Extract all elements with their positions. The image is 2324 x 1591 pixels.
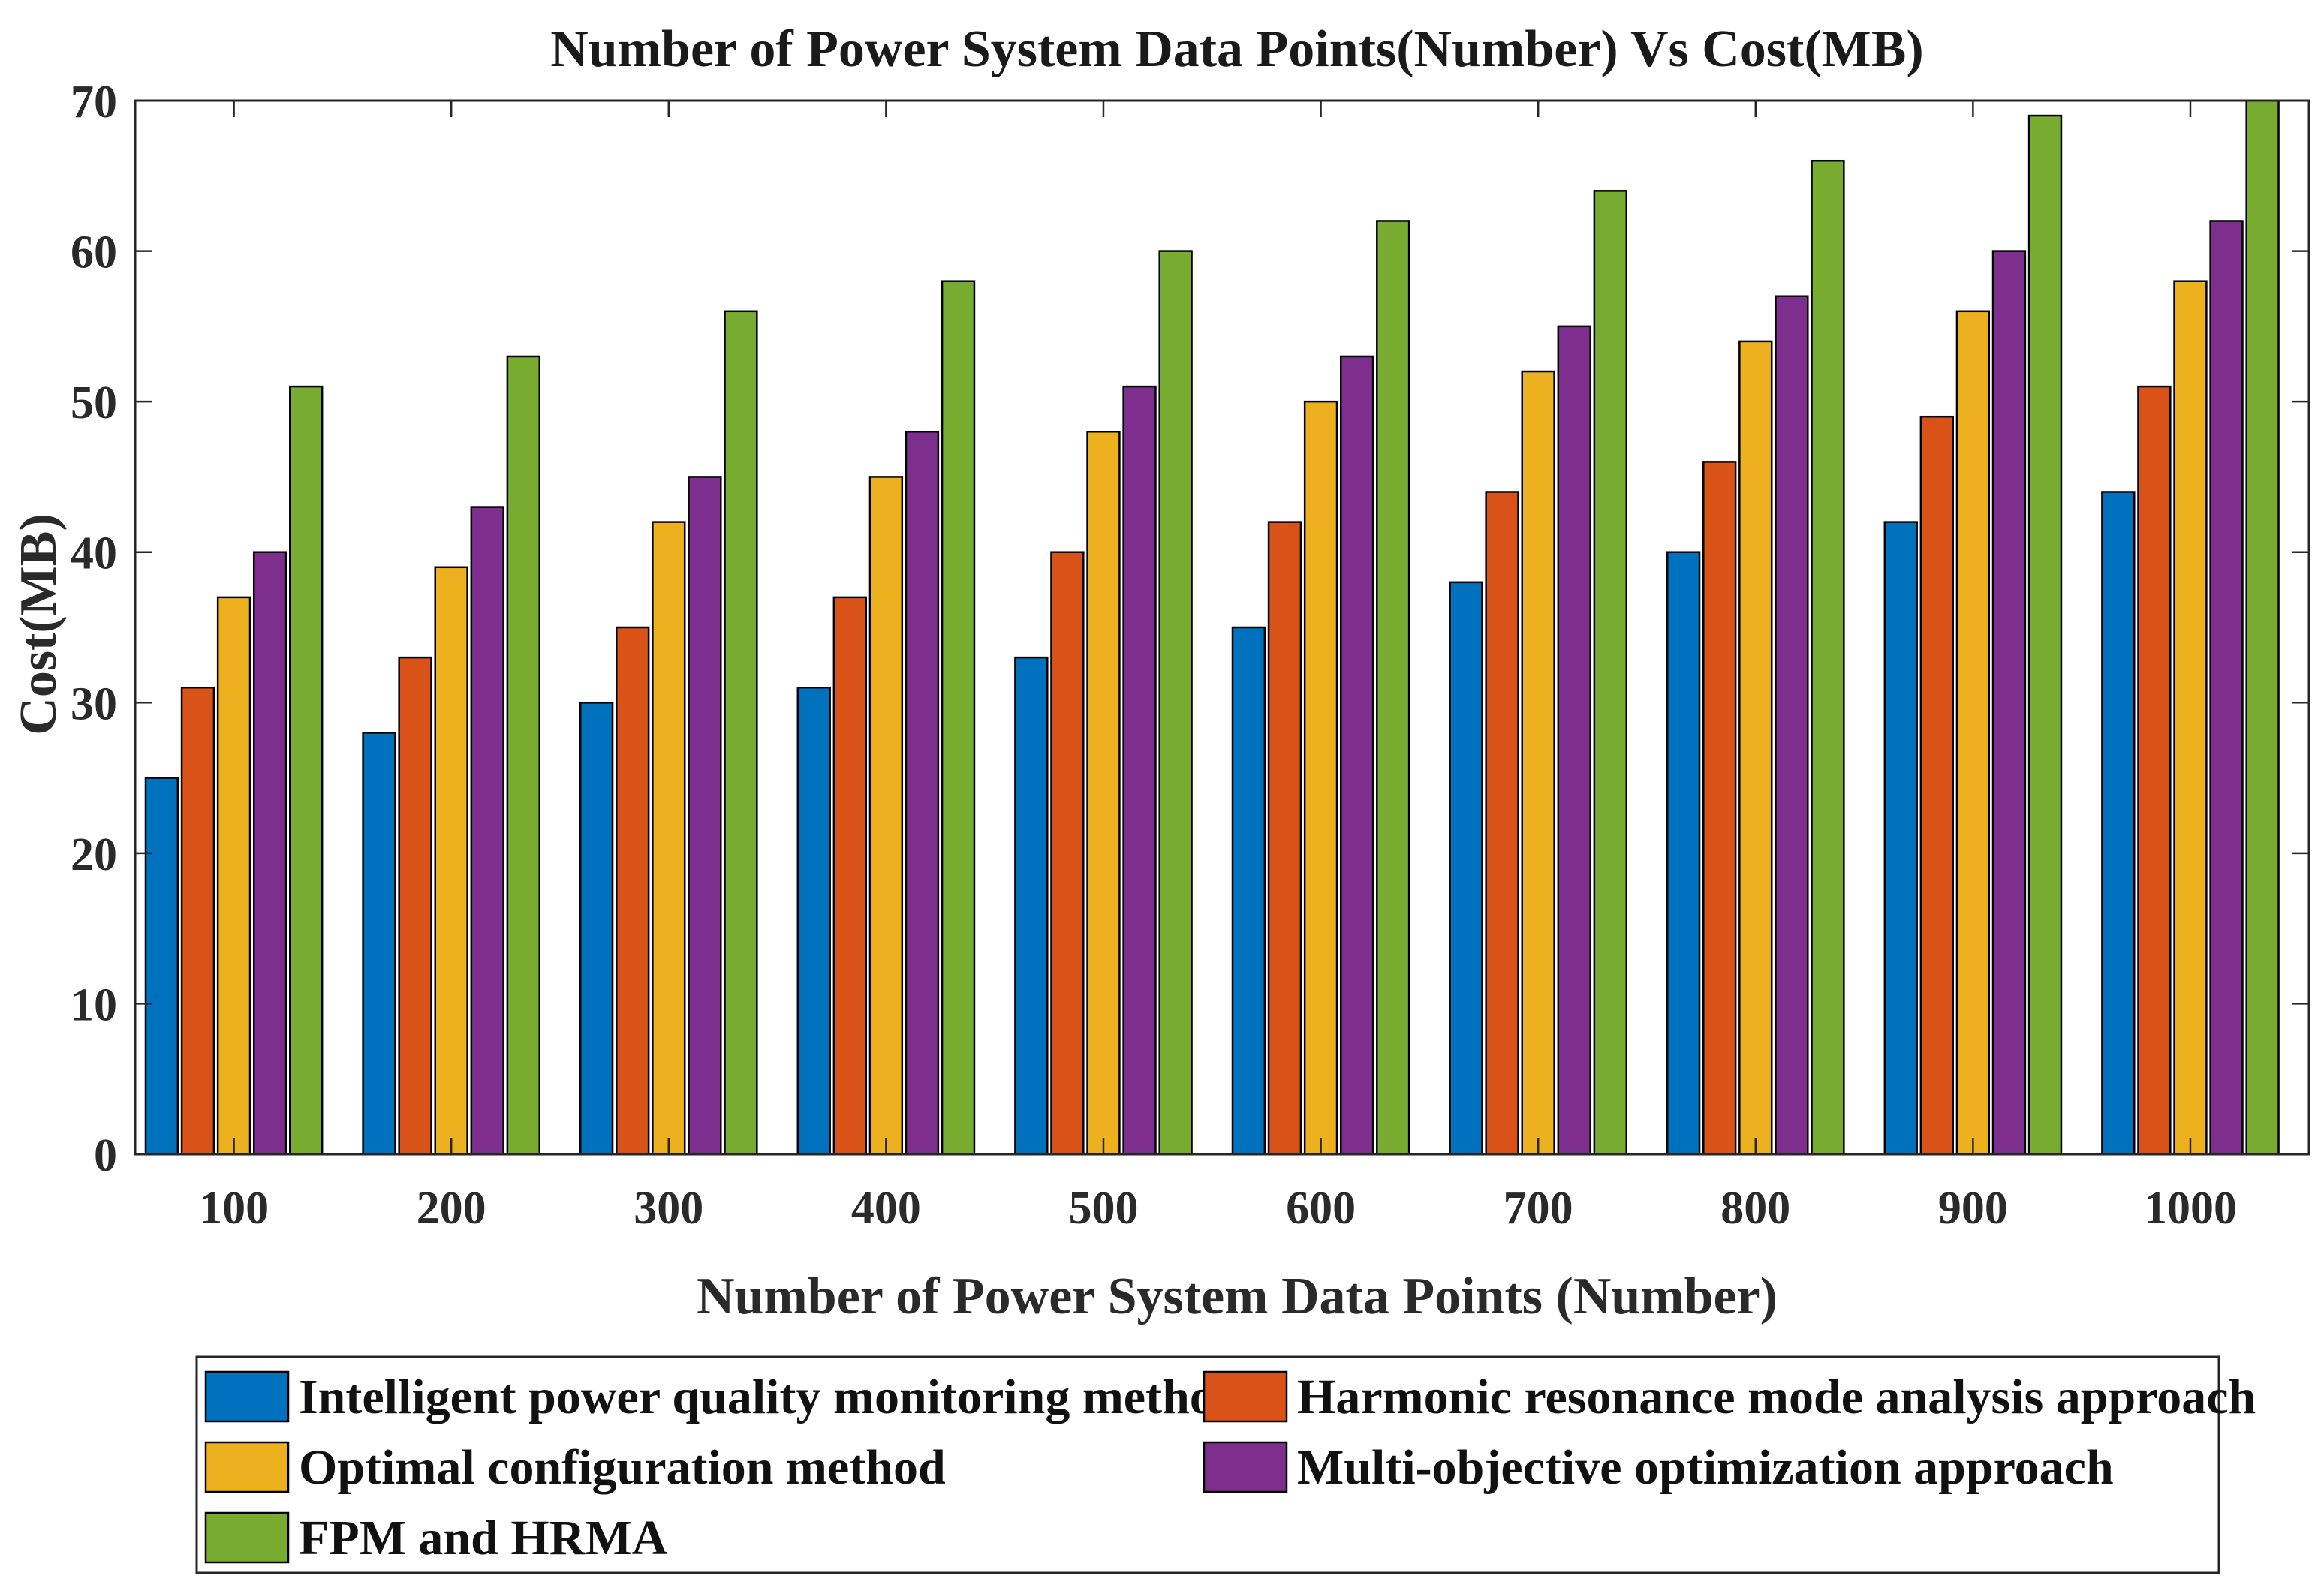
- bar-5-100: [289, 385, 324, 1156]
- x-tick-label-500: 500: [1068, 1183, 1138, 1234]
- bar-1-400: [796, 686, 831, 1156]
- bar-5-900: [2027, 114, 2063, 1156]
- x-tick-label-100: 100: [199, 1183, 269, 1234]
- bar-5-300: [724, 310, 758, 1156]
- bar-3-100: [216, 596, 251, 1156]
- axes-box: [134, 99, 2310, 1156]
- x-tick-label-700: 700: [1504, 1183, 1573, 1234]
- bar-1-100: [144, 777, 179, 1156]
- bar-1-1000: [2101, 491, 2136, 1156]
- bar-1-300: [579, 702, 614, 1156]
- legend-swatch-5: [204, 1511, 290, 1564]
- bar-5-700: [1593, 190, 1627, 1156]
- bar-5-200: [506, 355, 541, 1156]
- y-tick-label: 60: [71, 227, 117, 278]
- bar-1-500: [1014, 656, 1049, 1156]
- bar-3-700: [1521, 370, 1555, 1156]
- bar-3-300: [652, 521, 686, 1156]
- bar-4-900: [1991, 250, 2027, 1156]
- bar-2-700: [1485, 491, 1519, 1156]
- bar-4-600: [1339, 355, 1374, 1156]
- y-tick-label: 0: [94, 1130, 117, 1181]
- legend-swatch-3: [204, 1441, 290, 1493]
- bar-1-900: [1883, 521, 1918, 1156]
- x-tick-label-1000: 1000: [2144, 1183, 2237, 1234]
- bar-4-100: [252, 551, 287, 1156]
- bar-4-700: [1557, 325, 1591, 1156]
- bar-4-1000: [2209, 220, 2244, 1156]
- bar-4-300: [688, 476, 722, 1156]
- legend-label-2: Harmonic resonance mode analysis approac…: [1297, 1370, 2256, 1424]
- bar-2-300: [616, 626, 650, 1156]
- bar-4-400: [905, 431, 940, 1156]
- legend: Intelligent power quality monitoring met…: [195, 1355, 2256, 1574]
- bar-4-800: [1775, 295, 1809, 1156]
- plot-area: 0 10 20 30 40 50 60 70 100 200 300 400 500 600 700 800 9…: [71, 77, 2310, 1234]
- legend-label-3: Optimal configuration method: [299, 1440, 946, 1495]
- y-tick-label: 70: [71, 77, 117, 128]
- bar-3-400: [868, 476, 904, 1156]
- bar-2-100: [180, 686, 215, 1156]
- bar-5-500: [1158, 250, 1193, 1156]
- bar-3-1000: [2173, 280, 2208, 1156]
- bar-3-200: [434, 566, 468, 1156]
- x-axis-label: Number of Power System Data Points (Numb…: [697, 1268, 1778, 1325]
- legend-swatch-2: [1203, 1370, 1288, 1423]
- bar-3-500: [1086, 431, 1121, 1156]
- x-tick-label-600: 600: [1286, 1183, 1356, 1234]
- y-tick-label: 40: [71, 528, 117, 579]
- bar-5-1000: [2245, 99, 2280, 1156]
- x-tick-label-300: 300: [634, 1183, 703, 1234]
- bar-4-500: [1122, 385, 1157, 1156]
- legend-swatch-4: [1203, 1441, 1288, 1493]
- bar-5-600: [1376, 220, 1410, 1156]
- bar-5-400: [941, 280, 976, 1156]
- bar-3-800: [1738, 340, 1773, 1156]
- y-tick-label: 20: [71, 829, 117, 880]
- x-tick-label-900: 900: [1938, 1183, 2008, 1234]
- x-tick-label-800: 800: [1720, 1183, 1790, 1234]
- bar-2-600: [1267, 521, 1302, 1156]
- bar-1-600: [1231, 626, 1266, 1156]
- legend-label-4: Multi-objective optimization approach: [1297, 1440, 2114, 1495]
- bar-1-700: [1449, 581, 1483, 1156]
- bar-2-200: [398, 656, 432, 1156]
- y-tick-label: 50: [71, 377, 117, 429]
- bar-2-900: [1919, 415, 1954, 1156]
- bar-2-500: [1050, 551, 1085, 1156]
- chart-title: Number of Power System Data Points(Numbe…: [550, 20, 1924, 78]
- x-tick-label-200: 200: [417, 1183, 486, 1234]
- bar-1-800: [1666, 551, 1701, 1156]
- y-tick-label: 10: [71, 979, 117, 1030]
- bar-4-200: [470, 506, 504, 1156]
- bar-2-800: [1702, 461, 1737, 1156]
- bar-3-900: [1955, 310, 1991, 1156]
- bar-2-400: [832, 596, 867, 1156]
- bar-2-1000: [2137, 385, 2172, 1156]
- legend-swatch-1: [204, 1370, 290, 1423]
- legend-label-1: Intelligent power quality monitoring met…: [299, 1370, 1242, 1424]
- y-tick-label: 30: [71, 678, 117, 729]
- bar-5-800: [1811, 159, 1845, 1156]
- legend-label-5: FPM and HRMA: [299, 1511, 668, 1565]
- bar-1-200: [362, 732, 396, 1156]
- y-axis-label: Cost(MB): [10, 513, 68, 735]
- x-tick-label-400: 400: [851, 1183, 921, 1234]
- bar-3-600: [1303, 400, 1338, 1156]
